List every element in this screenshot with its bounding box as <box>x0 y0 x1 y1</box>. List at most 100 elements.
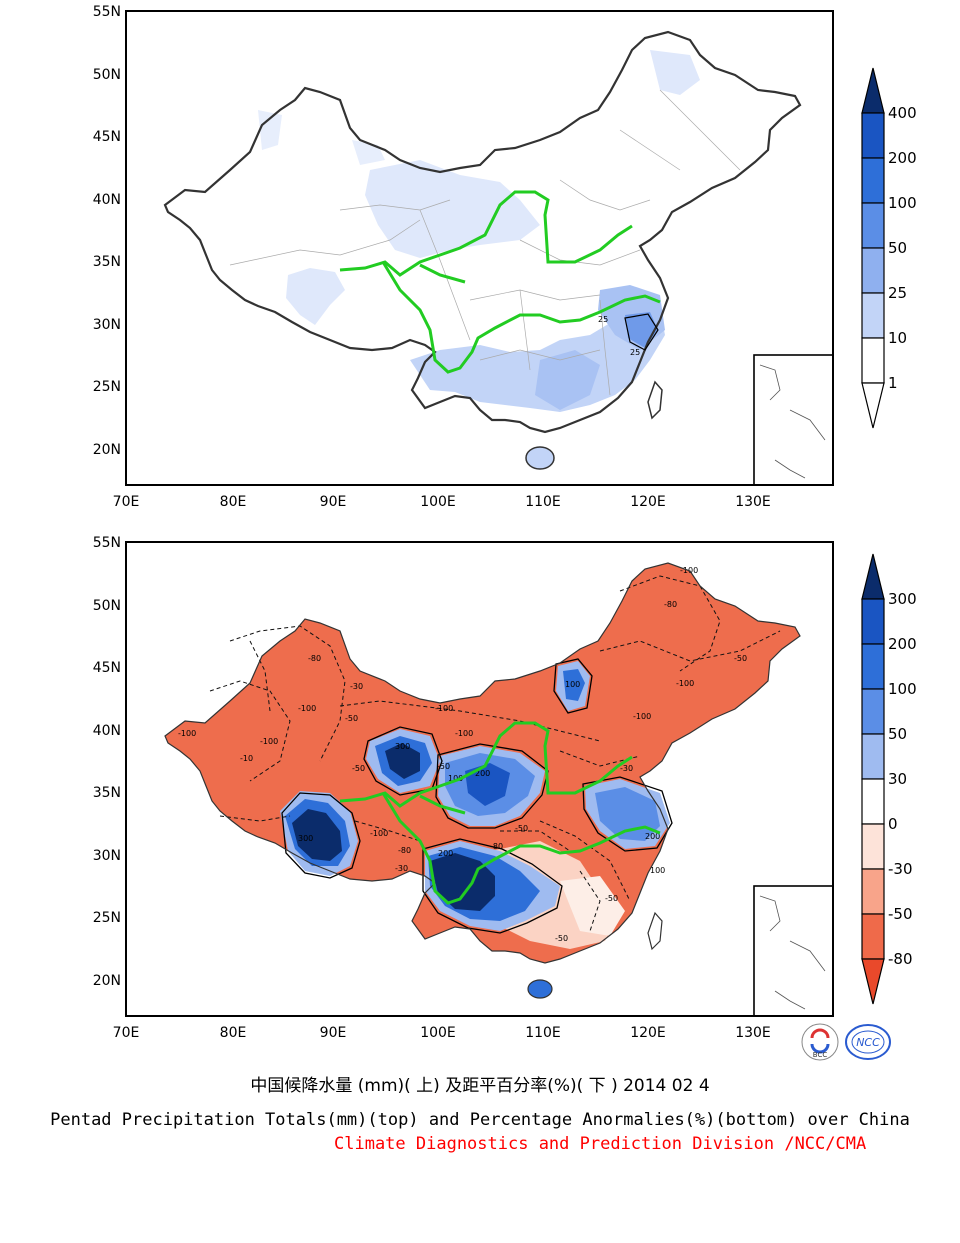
svg-text:25N: 25N <box>93 379 121 395</box>
svg-text:130E: 130E <box>735 494 771 510</box>
colorbar-segment <box>861 778 885 825</box>
svg-text:300: 300 <box>395 742 410 751</box>
anomaly-near-zero-area <box>218 829 250 853</box>
svg-text:50N: 50N <box>93 598 121 614</box>
svg-text:130E: 130E <box>735 1025 771 1041</box>
svg-text:100E: 100E <box>420 1025 456 1041</box>
svg-text:-50: -50 <box>555 934 568 943</box>
province-boundaries <box>229 89 741 396</box>
south-china-sea-inset <box>753 354 833 485</box>
colorbar-label: 400 <box>888 104 917 122</box>
svg-text:-80: -80 <box>664 600 677 609</box>
svg-text:80E: 80E <box>220 494 247 510</box>
svg-text:-50: -50 <box>734 654 747 663</box>
chinese-title: 中国候降水量 (mm)( 上) 及距平百分率(%)( 下 ) 2014 02 4 <box>250 1076 710 1096</box>
ncc-logo-text: NCC <box>856 1036 880 1049</box>
svg-text:30N: 30N <box>93 317 121 333</box>
taiwan-island <box>647 380 663 420</box>
svg-text:25N: 25N <box>93 910 121 926</box>
colorbar-label: 100 <box>888 194 917 212</box>
colorbar-segment <box>861 292 885 339</box>
anomaly-positive-area <box>292 809 342 861</box>
colorbar-arrow-bottom <box>861 958 885 1005</box>
anomaly-positive-area <box>385 743 420 779</box>
anomaly-near-zero-area <box>560 876 625 936</box>
svg-text:-50: -50 <box>515 824 528 833</box>
svg-text:-50: -50 <box>352 764 365 773</box>
hainan-island <box>525 446 555 470</box>
svg-text:-30: -30 <box>620 764 633 773</box>
colorbar-arrow-bottom <box>861 382 885 429</box>
colorbar-segment <box>861 913 885 960</box>
svg-text:100: 100 <box>650 866 665 875</box>
precip-25-50-patch <box>535 350 600 410</box>
colorbar-label: 100 <box>888 680 917 698</box>
colorbar-segment <box>861 247 885 294</box>
anomaly-positive-area <box>465 763 510 806</box>
colorbar-segment <box>861 688 885 735</box>
south-china-sea-inset <box>753 885 833 1016</box>
bottom-map: -100 -80 -100 -50 -100 -80 -30 -50 -100 … <box>93 535 917 1041</box>
colorbar-label: 50 <box>888 725 907 743</box>
contour-label: 25 <box>598 315 608 324</box>
svg-text:-80: -80 <box>398 846 411 855</box>
svg-text:30N: 30N <box>93 848 121 864</box>
svg-text:-100: -100 <box>260 737 278 746</box>
hainan-island <box>527 979 553 999</box>
svg-text:-50: -50 <box>605 894 618 903</box>
precip-10-25-patch <box>365 160 540 258</box>
svg-text:-100: -100 <box>370 829 388 838</box>
english-title: Pentad Precipitation Totals(mm)(top) and… <box>50 1110 910 1130</box>
svg-text:70E: 70E <box>113 494 140 510</box>
svg-text:55N: 55N <box>93 535 121 551</box>
precip-10-25-patch <box>650 50 700 95</box>
svg-text:80E: 80E <box>220 1025 247 1041</box>
svg-text:-50: -50 <box>437 762 450 771</box>
contour-label: 25 <box>630 348 640 357</box>
svg-text:35N: 35N <box>93 254 121 270</box>
bcc-logo-text: BCC <box>813 1051 828 1059</box>
colorbar-label: -30 <box>888 860 913 878</box>
colorbar-label: 10 <box>888 329 907 347</box>
colorbar-segment <box>861 598 885 645</box>
colorbar-arrow-top <box>861 67 885 114</box>
svg-text:40N: 40N <box>93 192 121 208</box>
colorbar-segment <box>861 202 885 249</box>
ncc-logo: NCC <box>845 1024 891 1060</box>
svg-text:200: 200 <box>438 849 453 858</box>
svg-text:-100: -100 <box>676 679 694 688</box>
svg-text:-10: -10 <box>240 754 253 763</box>
colorbar-segment <box>861 337 885 384</box>
svg-text:-30: -30 <box>395 864 408 873</box>
yellow-river <box>339 721 633 808</box>
svg-text:55N: 55N <box>93 4 121 20</box>
colorbar-label: 25 <box>888 284 907 302</box>
top-map: 25 25 55N 50N 45N 40N 35N 30N 25N 20N 70… <box>93 4 917 510</box>
svg-text:-30: -30 <box>350 682 363 691</box>
svg-text:90E: 90E <box>320 1025 347 1041</box>
svg-text:-80: -80 <box>490 842 503 851</box>
anomaly-positive-area <box>563 669 585 701</box>
credit-line: Climate Diagnostics and Prediction Divis… <box>334 1134 867 1154</box>
colorbar-segment <box>861 643 885 690</box>
svg-text:-80: -80 <box>308 654 321 663</box>
svg-text:45N: 45N <box>93 660 121 676</box>
svg-text:110E: 110E <box>525 1025 561 1041</box>
yellow-river <box>339 190 633 277</box>
colorbar-label: 200 <box>888 149 917 167</box>
svg-text:120E: 120E <box>630 1025 666 1041</box>
svg-text:45N: 45N <box>93 129 121 145</box>
colorbar-segment <box>861 868 885 915</box>
svg-text:20N: 20N <box>93 973 121 989</box>
svg-text:20N: 20N <box>93 442 121 458</box>
colorbar-segment <box>861 112 885 159</box>
negative-contours <box>209 575 781 932</box>
svg-text:40N: 40N <box>93 723 121 739</box>
svg-text:35N: 35N <box>93 785 121 801</box>
colorbar-segment <box>861 733 885 780</box>
svg-text:100: 100 <box>565 680 580 689</box>
precip-25-50-patch <box>410 305 665 412</box>
top-lat-ticks: 55N 50N 45N 40N 35N 30N 25N 20N <box>93 4 121 458</box>
svg-text:-100: -100 <box>435 704 453 713</box>
